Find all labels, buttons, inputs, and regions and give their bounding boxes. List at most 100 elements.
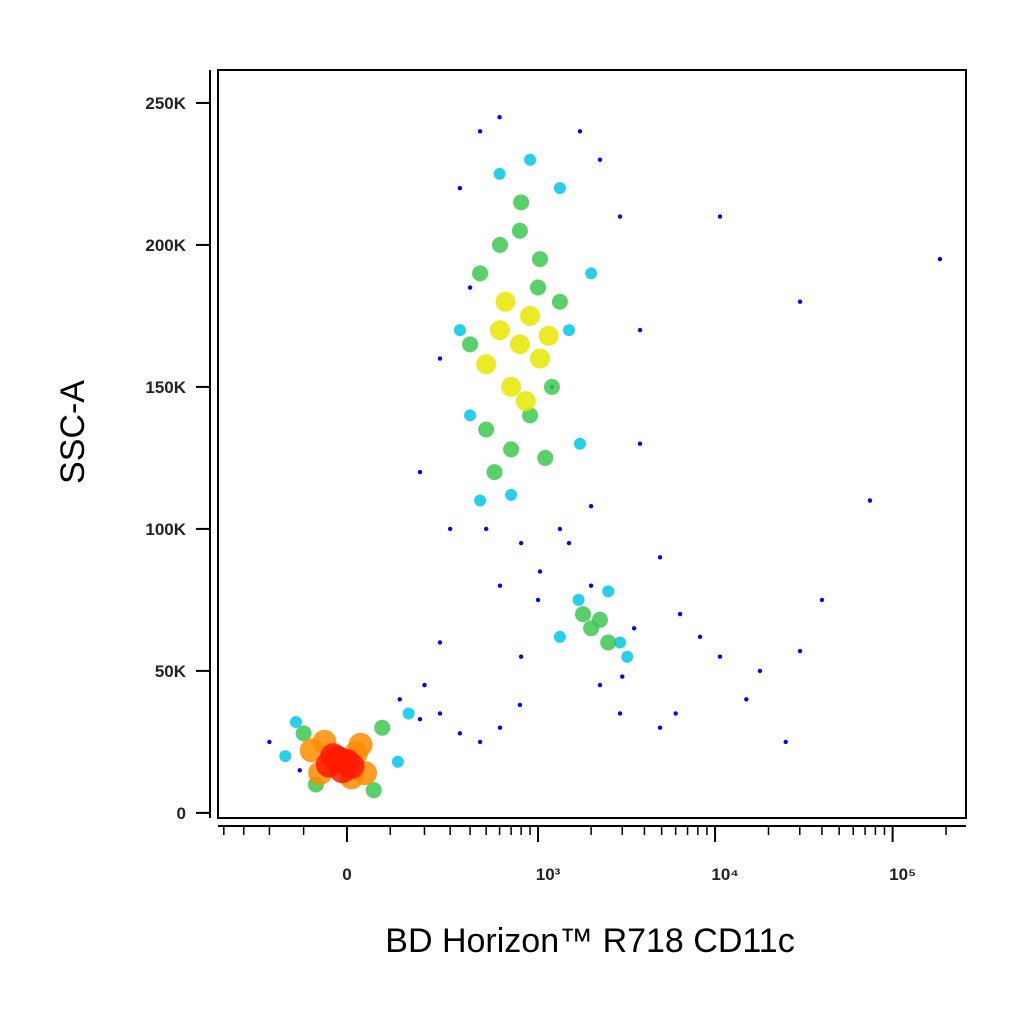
y-tick-label: 100K	[145, 520, 186, 539]
event-point	[515, 391, 536, 412]
event-point	[511, 222, 528, 239]
x-axis-title: BD Horizon™ R718 CD11c	[385, 922, 794, 960]
event-point	[637, 441, 643, 446]
event-point	[573, 437, 586, 450]
event-point	[744, 697, 749, 702]
event-point	[867, 498, 873, 503]
event-point	[588, 503, 594, 509]
event-point	[476, 354, 497, 375]
y-tick-label: 0	[177, 804, 186, 823]
plot-frame	[217, 69, 967, 819]
event-point	[437, 711, 443, 716]
event-point	[620, 674, 625, 679]
event-point	[457, 731, 463, 736]
event-point	[597, 157, 603, 162]
event-point	[717, 214, 723, 219]
x-tick-label: 0	[342, 865, 351, 884]
event-point	[497, 583, 503, 588]
event-point	[417, 469, 423, 475]
x-tick-label: 10³	[536, 865, 561, 884]
event-point	[474, 494, 487, 507]
event-point	[697, 634, 703, 640]
event-point	[348, 732, 373, 757]
event-point	[478, 421, 495, 438]
event-point	[289, 716, 302, 729]
event-point	[819, 597, 825, 603]
event-point	[537, 449, 554, 466]
event-point	[522, 407, 539, 424]
event-point	[437, 640, 443, 645]
event-point	[657, 555, 663, 560]
event-point	[495, 291, 516, 312]
event-point	[537, 569, 543, 574]
event-point	[602, 585, 615, 598]
event-point	[572, 593, 585, 606]
event-point	[417, 716, 423, 722]
event-point	[462, 336, 479, 353]
event-point	[617, 711, 623, 716]
event-point	[585, 267, 598, 280]
event-point	[501, 376, 522, 397]
event-point	[391, 755, 404, 768]
event-point	[518, 540, 524, 546]
event-point	[937, 256, 943, 262]
event-point	[677, 611, 683, 617]
event-point	[551, 293, 568, 310]
event-point	[505, 488, 518, 501]
event-point	[783, 739, 788, 745]
event-point	[447, 526, 453, 532]
event-point	[467, 285, 473, 290]
event-point	[477, 129, 483, 134]
event-point	[437, 356, 443, 361]
x-tick-label: 10⁵	[889, 865, 916, 884]
event-point	[520, 305, 541, 326]
event-point	[517, 702, 523, 708]
event-point	[518, 654, 524, 659]
event-point	[524, 153, 537, 166]
x-tick-label: 10⁴	[711, 865, 738, 884]
event-point	[486, 464, 503, 481]
event-point	[513, 194, 530, 211]
event-point	[279, 750, 292, 763]
event-point	[457, 185, 463, 191]
event-point	[464, 409, 477, 422]
y-tick-label: 200K	[145, 236, 186, 255]
event-point	[320, 743, 347, 770]
event-point	[422, 682, 427, 688]
event-point	[477, 739, 483, 745]
event-point	[491, 236, 508, 253]
event-point	[553, 182, 566, 195]
event-point	[535, 597, 541, 603]
event-point	[483, 526, 489, 532]
event-point	[543, 378, 560, 395]
event-point	[267, 739, 272, 745]
event-point	[297, 768, 302, 773]
y-tick-label: 250K	[145, 94, 186, 113]
event-point	[577, 129, 583, 134]
event-point	[673, 711, 678, 716]
event-point	[563, 324, 576, 337]
event-point	[509, 334, 530, 355]
event-point	[797, 299, 803, 304]
event-point	[717, 654, 723, 659]
event-point	[566, 540, 572, 546]
event-point	[365, 782, 382, 799]
event-point	[597, 682, 603, 688]
event-point	[531, 251, 548, 268]
y-tick-label: 50K	[155, 662, 187, 681]
event-point	[631, 626, 637, 631]
event-point	[614, 636, 627, 649]
event-point	[600, 634, 617, 651]
event-point	[402, 707, 415, 720]
event-point	[374, 719, 391, 736]
event-point	[497, 114, 502, 120]
event-point	[503, 441, 520, 458]
event-point	[489, 320, 510, 341]
event-point	[592, 611, 609, 628]
event-point	[529, 348, 550, 369]
event-point	[295, 725, 312, 742]
event-point	[637, 327, 643, 333]
event-point	[472, 265, 489, 282]
y-tick-label: 150K	[145, 378, 186, 397]
